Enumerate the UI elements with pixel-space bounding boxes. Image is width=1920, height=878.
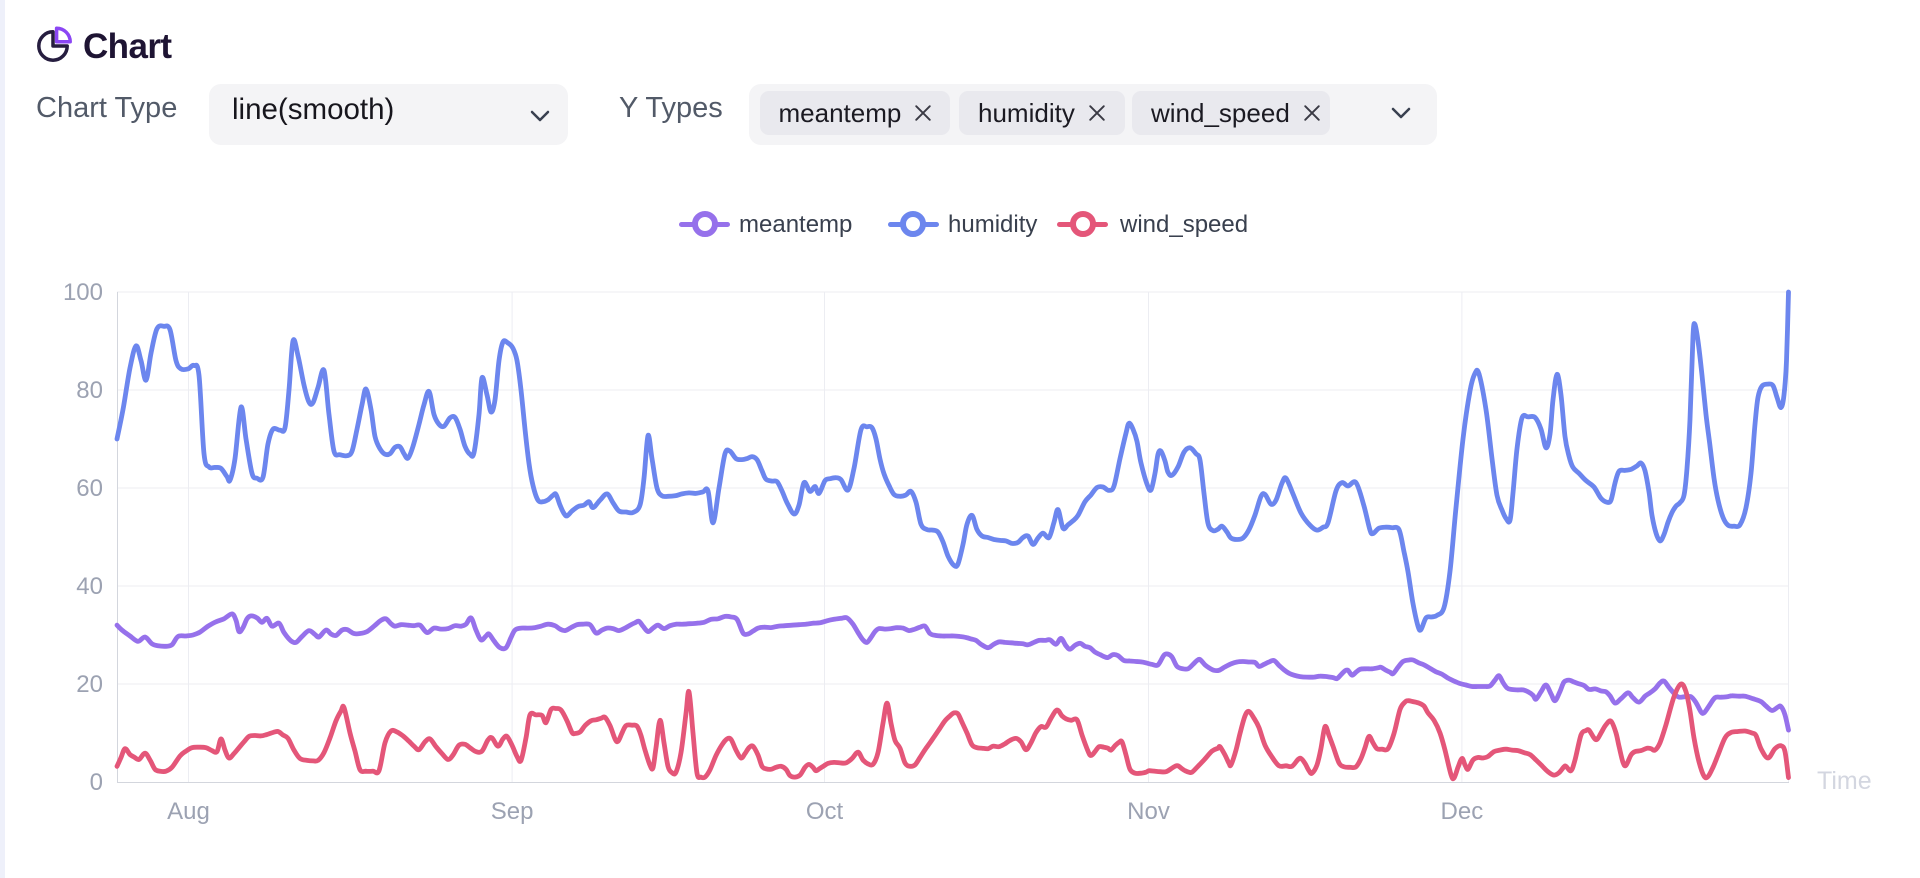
svg-text:40: 40 (76, 573, 103, 600)
svg-text:Time: Time (1817, 767, 1872, 795)
svg-text:20: 20 (76, 671, 103, 698)
svg-text:Dec: Dec (1441, 798, 1484, 825)
svg-text:Oct: Oct (806, 798, 844, 825)
svg-text:80: 80 (76, 377, 103, 404)
svg-text:Nov: Nov (1127, 798, 1170, 825)
svg-text:Sep: Sep (491, 798, 534, 825)
svg-text:Aug: Aug (167, 798, 210, 825)
svg-text:60: 60 (76, 475, 103, 502)
svg-text:100: 100 (63, 279, 103, 306)
svg-text:0: 0 (90, 769, 103, 796)
